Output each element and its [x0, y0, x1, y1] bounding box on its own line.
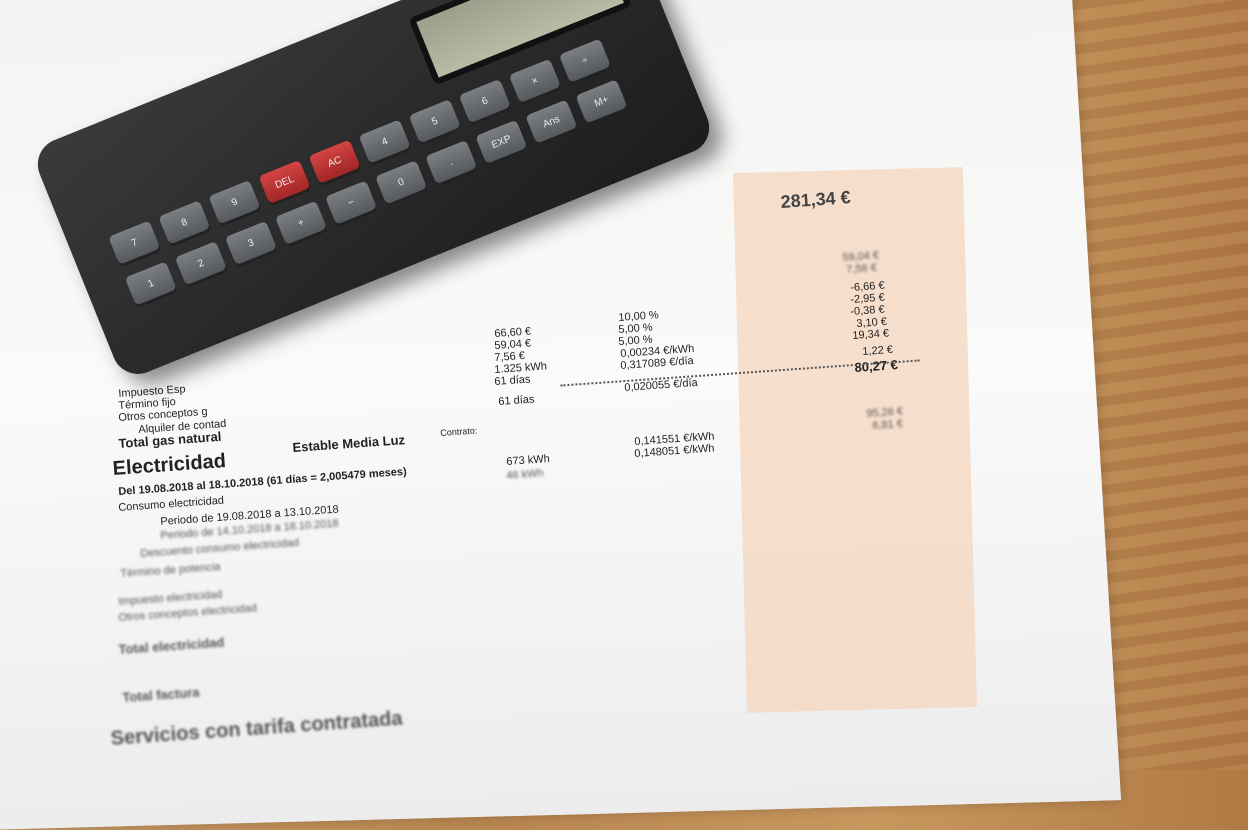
calc-key[interactable]: EXP: [475, 119, 528, 165]
calc-key[interactable]: Ans: [525, 99, 578, 144]
calc-key[interactable]: 7: [108, 220, 161, 265]
gas-amount: 7,56 €: [846, 261, 878, 276]
calc-key[interactable]: 3: [224, 220, 277, 266]
calc-key-ac[interactable]: AC: [308, 139, 361, 184]
electricity-qty: 46 kWh: [506, 467, 545, 482]
calc-key[interactable]: 8: [158, 200, 211, 245]
calc-key[interactable]: M+: [575, 79, 628, 124]
calc-key[interactable]: 1: [124, 261, 177, 306]
electricity-qty: 673 kWh: [506, 452, 551, 468]
contract-label: Contrato:: [440, 425, 478, 438]
calc-key[interactable]: 0: [375, 160, 428, 205]
blurred-line: Total electricidad: [118, 634, 225, 657]
gas-qty: 61 días: [494, 373, 531, 388]
electricity-plan: Estable Media Luz: [292, 432, 406, 455]
calc-key[interactable]: 6: [458, 78, 511, 124]
total-top: 281,34 €: [780, 187, 852, 212]
blurred-line: Término de potencia: [120, 561, 221, 580]
calc-key[interactable]: −: [325, 180, 378, 225]
gas-amount: 19,34 €: [852, 327, 890, 342]
calc-key[interactable]: 4: [358, 119, 411, 164]
gas-total-label: Total gas natural: [118, 428, 222, 451]
gas-amount: 1,22 €: [862, 343, 894, 358]
electricity-amount: 6,81 €: [872, 417, 904, 432]
calc-key[interactable]: 5: [408, 99, 461, 144]
electricity-line: Consumo electricidad: [118, 494, 225, 514]
calc-key[interactable]: +: [274, 200, 328, 245]
calc-key[interactable]: ÷: [558, 38, 611, 83]
blurred-line: Total factura: [122, 684, 200, 705]
gas-total-amount: 80,27 €: [854, 356, 899, 375]
gas-qty: 61 días: [498, 393, 535, 408]
calc-key[interactable]: 2: [174, 241, 227, 286]
calc-key[interactable]: 9: [208, 180, 261, 225]
blurred-line: Servicios con tarifa contratada: [110, 707, 404, 750]
calc-key[interactable]: .: [425, 139, 478, 185]
calc-key-del[interactable]: DEL: [258, 159, 311, 205]
calc-key[interactable]: ×: [508, 58, 561, 103]
electricity-title: Electricidad: [112, 450, 227, 480]
